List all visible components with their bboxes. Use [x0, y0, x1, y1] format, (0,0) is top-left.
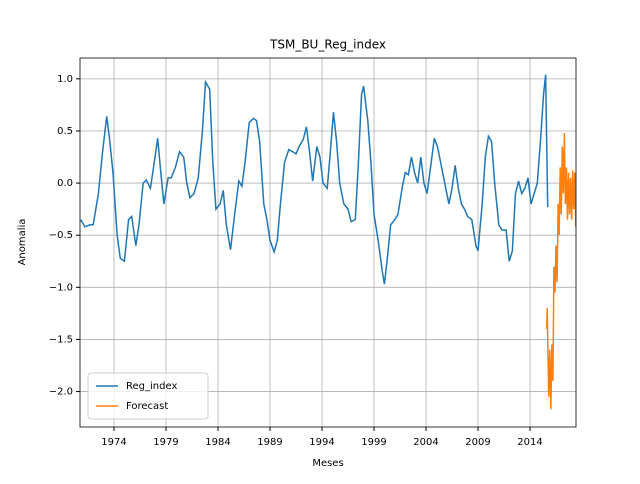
y-tick-label: −2.0	[49, 387, 73, 398]
series-line	[545, 133, 576, 410]
y-tick-label: −1.0	[49, 282, 73, 293]
x-tick-label: 1984	[205, 437, 230, 448]
series-line	[80, 74, 549, 285]
x-tick-label: 1994	[309, 437, 334, 448]
x-tick-label: 2014	[517, 437, 542, 448]
y-tick-label: 1.0	[57, 74, 73, 85]
y-tick-label: 0.0	[57, 178, 73, 189]
x-tick-label: 1974	[101, 437, 126, 448]
x-tick-label: 1999	[361, 437, 386, 448]
legend-label: Forecast	[126, 401, 168, 412]
legend-label: Reg_index	[126, 381, 177, 392]
chart-title: TSM_BU_Reg_index	[269, 38, 386, 52]
legend-box	[87, 372, 209, 420]
y-tick-label: −1.5	[49, 334, 73, 345]
y-tick-label: 0.5	[57, 126, 73, 137]
x-axis-label: Meses	[312, 458, 343, 469]
y-tick-label: −0.5	[49, 230, 73, 241]
x-tick-label: 1989	[257, 437, 282, 448]
x-tick-label: 2009	[465, 437, 490, 448]
plot-frame	[79, 57, 577, 428]
y-axis-label: Anomalia	[17, 219, 28, 266]
x-tick-label: 1979	[153, 437, 178, 448]
x-tick-label: 2004	[413, 437, 438, 448]
